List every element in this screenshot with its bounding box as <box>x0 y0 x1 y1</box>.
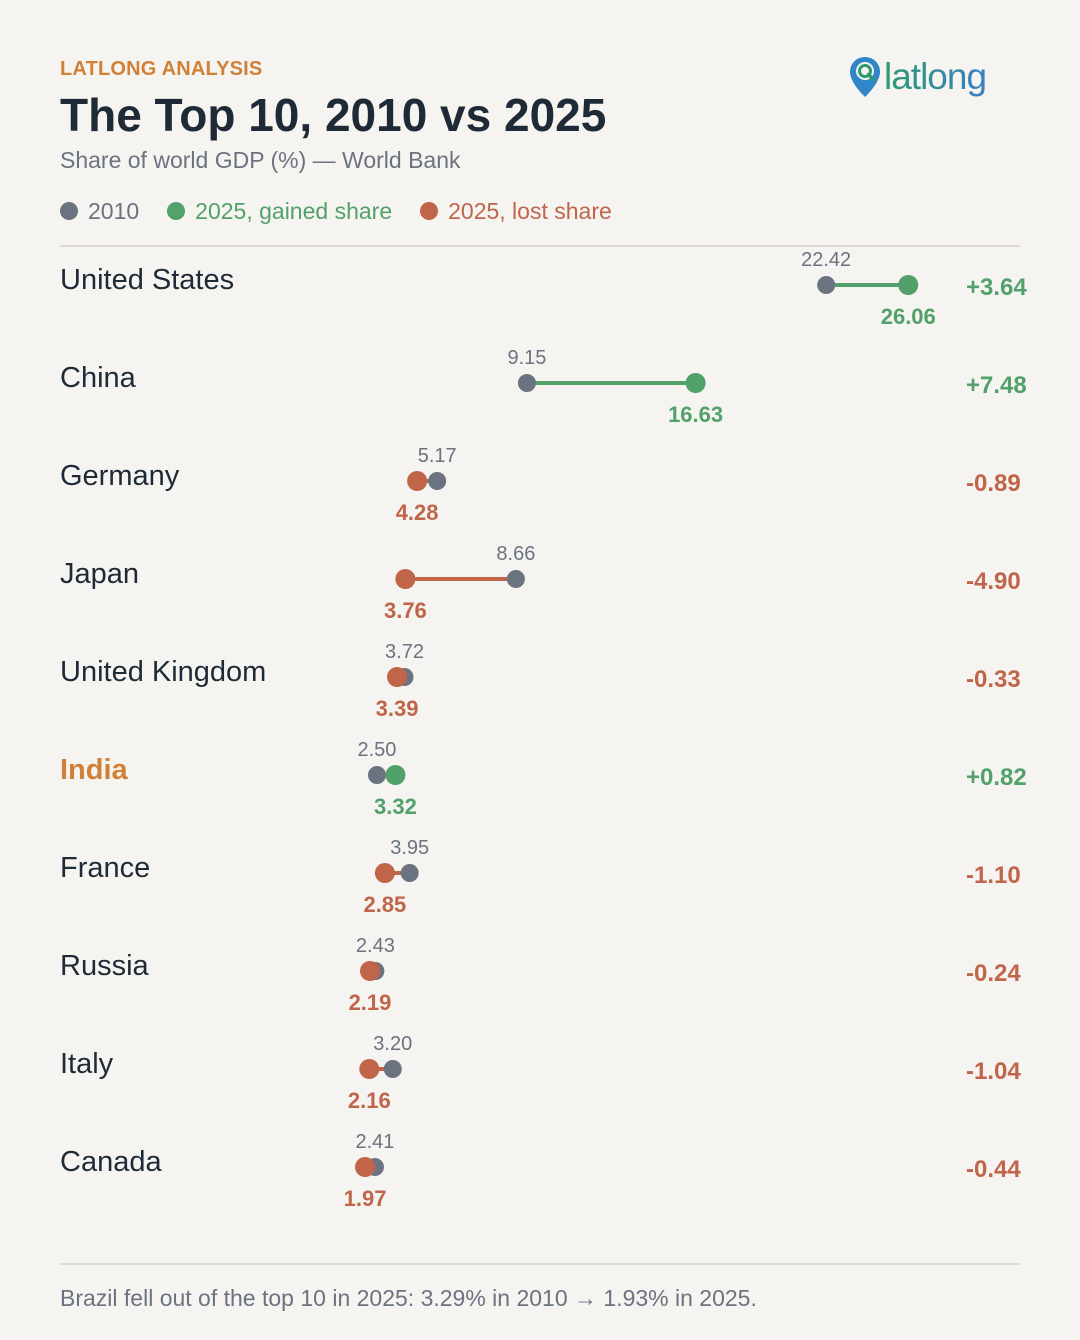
top-divider <box>60 245 1020 247</box>
change-label-italy: -1.04 <box>966 1058 1021 1085</box>
dot-2025-italy <box>359 1059 380 1079</box>
kicker: LATLONG ANALYSIS <box>60 58 263 80</box>
dot-2025-united-kingdom <box>387 667 408 687</box>
logo-text: latlong <box>884 54 987 100</box>
country-label-united-states: United States <box>60 264 234 296</box>
country-label-france: France <box>60 852 150 884</box>
value-2025-canada: 1.97 <box>344 1186 387 1211</box>
legend-item-gained: 2025, gained share <box>167 198 392 225</box>
dot-2025-united-states <box>898 275 919 295</box>
footer-note: Brazil fell out of the top 10 in 2025: 3… <box>60 1285 757 1311</box>
value-2025-france: 2.85 <box>363 892 406 917</box>
value-2010-canada: 2.41 <box>355 1131 394 1153</box>
value-2010-japan: 8.66 <box>496 543 535 565</box>
value-2025-russia: 2.19 <box>349 990 392 1015</box>
country-label-russia: Russia <box>60 950 150 982</box>
value-2025-japan: 3.76 <box>384 598 427 623</box>
value-2010-united-kingdom: 3.72 <box>385 641 424 663</box>
legend-dot-2010 <box>60 202 78 220</box>
country-label-united-kingdom: United Kingdom <box>60 656 266 688</box>
change-label-russia: -0.24 <box>966 960 1021 987</box>
dot-2010-united-states <box>817 276 836 294</box>
value-2025-italy: 2.16 <box>348 1088 391 1113</box>
change-label-united-kingdom: -0.33 <box>966 666 1021 693</box>
brand-logo: latlong <box>848 54 987 100</box>
bottom-divider <box>60 1263 1020 1265</box>
dot-2025-france <box>374 863 395 883</box>
map-pin-search-icon <box>850 57 880 97</box>
dot-2025-russia <box>359 961 380 981</box>
legend-dot-gained <box>167 202 186 220</box>
dot-2025-germany <box>407 471 428 491</box>
value-2010-italy: 3.20 <box>373 1033 412 1055</box>
country-label-germany: Germany <box>60 460 180 492</box>
dot-2010-france <box>400 864 419 882</box>
dot-2025-canada <box>355 1157 376 1177</box>
legend-label-lost: 2025, lost share <box>448 197 612 224</box>
dot-2010-germany <box>428 472 447 490</box>
change-label-india: +0.82 <box>966 764 1027 791</box>
legend-item-2010: 2010 <box>60 198 139 225</box>
value-2010-india: 2.50 <box>358 739 397 761</box>
dot-2025-china <box>685 373 706 393</box>
legend-label-2010: 2010 <box>88 197 140 224</box>
subtitle: Share of world GDP (%) — World Bank <box>60 147 461 173</box>
value-2025-united-kingdom: 3.39 <box>376 696 419 721</box>
dot-2010-india <box>367 766 386 784</box>
value-2010-china: 9.15 <box>507 347 546 369</box>
dot-2025-india <box>385 765 406 785</box>
change-label-china: +7.48 <box>966 372 1027 399</box>
legend-item-lost: 2025, lost share <box>420 198 612 225</box>
country-label-italy: Italy <box>60 1048 114 1080</box>
value-2010-germany: 5.17 <box>418 445 457 467</box>
value-2010-france: 3.95 <box>390 837 429 859</box>
value-2025-india: 3.32 <box>374 794 417 819</box>
change-label-canada: -0.44 <box>966 1156 1021 1183</box>
dot-2010-china <box>517 374 536 392</box>
page-title: The Top 10, 2010 vs 2025 <box>60 89 607 141</box>
change-label-japan: -4.90 <box>966 568 1021 595</box>
dot-2010-japan <box>506 570 525 588</box>
country-label-canada: Canada <box>60 1146 162 1178</box>
legend-dot-lost <box>420 202 439 220</box>
value-2025-united-states: 26.06 <box>881 304 936 329</box>
value-2010-united-states: 22.42 <box>801 249 851 271</box>
change-label-france: -1.10 <box>966 862 1021 889</box>
legend-label-gained: 2025, gained share <box>195 197 393 224</box>
value-2025-china: 16.63 <box>668 402 723 427</box>
country-label-china: China <box>60 362 137 394</box>
change-label-germany: -0.89 <box>966 470 1021 497</box>
dot-2010-italy <box>383 1060 402 1078</box>
dot-2025-japan <box>395 569 416 589</box>
change-label-united-states: +3.64 <box>966 274 1027 301</box>
country-label-india: India <box>60 754 129 786</box>
value-2010-russia: 2.43 <box>356 935 395 957</box>
legend: 2010 2025, gained share 2025, lost share <box>60 196 640 226</box>
country-label-japan: Japan <box>60 558 139 590</box>
value-2025-germany: 4.28 <box>396 500 439 525</box>
